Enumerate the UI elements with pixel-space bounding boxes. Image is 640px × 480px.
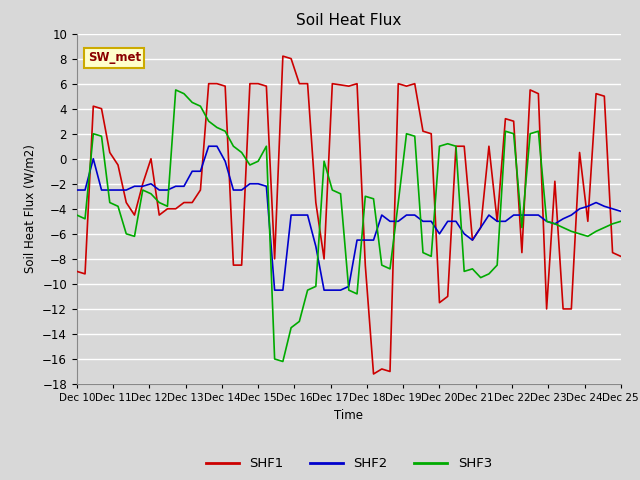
- SHF1: [328, 81, 336, 86]
- SHF3: [114, 204, 122, 209]
- SHF1: [114, 162, 122, 168]
- SHF3: [312, 284, 319, 289]
- SHF2: [205, 144, 212, 149]
- SHF3: [279, 359, 287, 364]
- SHF1: [73, 268, 81, 274]
- Title: Soil Heat Flux: Soil Heat Flux: [296, 13, 401, 28]
- SHF3: [172, 87, 180, 93]
- Line: SHF1: SHF1: [77, 56, 621, 374]
- SHF3: [502, 128, 509, 134]
- Y-axis label: Soil Heat Flux (W/m2): Soil Heat Flux (W/m2): [24, 144, 36, 273]
- SHF1: [502, 116, 509, 121]
- SHF3: [139, 187, 147, 193]
- SHF2: [337, 287, 344, 293]
- SHF2: [139, 183, 147, 189]
- SHF1: [304, 81, 312, 86]
- SHF3: [73, 212, 81, 218]
- SHF3: [617, 218, 625, 224]
- X-axis label: Time: Time: [334, 408, 364, 421]
- SHF1: [370, 371, 378, 377]
- Text: SW_met: SW_met: [88, 51, 141, 64]
- Legend: SHF1, SHF2, SHF3: SHF1, SHF2, SHF3: [200, 452, 497, 476]
- Line: SHF3: SHF3: [77, 90, 621, 361]
- SHF2: [502, 218, 509, 224]
- SHF2: [271, 287, 278, 293]
- SHF2: [114, 187, 122, 193]
- SHF2: [312, 243, 319, 249]
- SHF3: [337, 191, 344, 197]
- SHF2: [617, 208, 625, 214]
- SHF2: [73, 187, 81, 193]
- SHF1: [617, 253, 625, 259]
- SHF2: [584, 204, 591, 209]
- SHF1: [584, 218, 591, 224]
- SHF3: [584, 233, 591, 239]
- SHF1: [279, 53, 287, 59]
- SHF1: [139, 181, 147, 187]
- Line: SHF2: SHF2: [77, 146, 621, 290]
